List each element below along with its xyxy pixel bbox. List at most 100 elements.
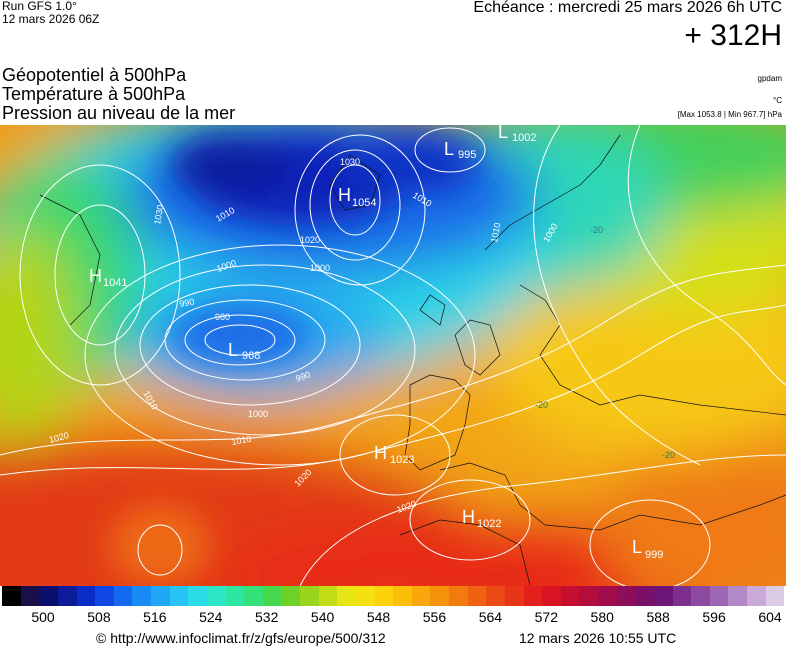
colorbar-tick-label: 604 [758, 609, 782, 625]
pressure-center-high: H 1041 [89, 266, 127, 289]
colorbar-swatch [151, 586, 170, 606]
colorbar-swatch [691, 586, 710, 606]
colorbar-swatch [300, 586, 319, 606]
colorbar-swatch [653, 586, 673, 606]
svg-text:H: H [462, 507, 475, 527]
colorbar-swatch [765, 586, 785, 606]
svg-text:999: 999 [645, 549, 663, 561]
parameter-temperature: Température à 500hPa [2, 84, 186, 104]
isobar-label: 1020 [300, 235, 320, 245]
colorbar-swatch [244, 586, 263, 606]
svg-text:H: H [374, 443, 387, 463]
colorbar-tick-label: 572 [534, 609, 558, 625]
colorbar [2, 586, 785, 606]
svg-text:1054: 1054 [352, 197, 376, 209]
colorbar-swatch [281, 586, 300, 606]
colorbar-swatch [188, 586, 207, 606]
temperature-labels: -20 -20 -20 [535, 225, 675, 460]
svg-text:1002: 1002 [512, 132, 536, 144]
generation-timestamp: 12 mars 2026 10:55 UTC [519, 630, 677, 646]
colorbar-swatch [709, 586, 729, 606]
svg-text:L: L [498, 125, 508, 142]
isobar-label: 980 [215, 312, 230, 322]
colorbar-swatch [411, 586, 431, 606]
pressure-center-high: H 1054 [338, 185, 376, 209]
copyright-url: © http://www.infoclimat.fr/z/gfs/europe/… [96, 630, 386, 646]
svg-text:995: 995 [458, 149, 476, 161]
unit-pressure-range: [Max 1053.8 | Min 967.7] hPa [677, 110, 782, 119]
isobar-label: 1000 [248, 409, 268, 419]
colorbar-tick-label: 532 [255, 609, 279, 625]
colorbar-swatch [430, 586, 449, 606]
colorbar-swatch [560, 586, 580, 606]
colorbar-tick-label: 556 [422, 609, 447, 625]
svg-text:H: H [89, 266, 102, 286]
isobars [0, 125, 786, 586]
colorbar-tick-label: 564 [478, 609, 503, 625]
run-date: 12 mars 2026 06Z [2, 12, 100, 26]
colorbar-swatch [262, 586, 282, 606]
colorbar-swatch [374, 586, 394, 606]
forecast-map[interactable]: 1030 1010 1030 1000 1010 1020 1000 990 9… [0, 125, 786, 586]
pressure-center-low: L 995 [444, 139, 476, 161]
colorbar-swatch [467, 586, 487, 606]
temperature-label: -20 [590, 225, 603, 235]
colorbar-tick-label: 580 [590, 609, 614, 625]
colorbar-tick-label: 588 [646, 609, 670, 625]
colorbar-swatch [20, 586, 40, 606]
unit-temperature: °C [773, 96, 782, 105]
colorbar-swatch [672, 586, 692, 606]
isobar-label: 990 [179, 297, 196, 309]
isobar-label: 1030 [340, 157, 360, 167]
svg-text:L: L [444, 139, 454, 159]
coastlines [39, 134, 786, 586]
colorbar-tick-label: 516 [143, 609, 167, 625]
svg-text:1022: 1022 [477, 518, 501, 530]
colorbar-swatch [504, 586, 524, 606]
svg-text:968: 968 [242, 350, 260, 362]
unit-geopotential: gpdam [757, 74, 782, 83]
isobar-label: 1010 [489, 222, 502, 243]
colorbar-swatch [635, 586, 654, 606]
colorbar-swatch [747, 586, 766, 606]
colorbar-swatch [728, 586, 747, 606]
colorbar-tick-label: 540 [310, 609, 335, 625]
pressure-centers: L 995 L 1002 H 1054 H 1041 L 968 H 1023 [89, 125, 663, 561]
colorbar-swatch [393, 586, 412, 606]
colorbar-swatch [598, 586, 617, 606]
colorbar-ticks: 500 508 516 524 532 540 548 556 564 572 580 588 596 6… [0, 609, 786, 627]
colorbar-swatch [57, 586, 77, 606]
colorbar-tick-label: 524 [199, 609, 223, 625]
forecast-hour: + 312H [684, 19, 782, 52]
svg-text:1041: 1041 [103, 277, 127, 289]
isobar-label: 990 [294, 369, 312, 384]
pressure-center-low: L 1002 [498, 125, 536, 144]
colorbar-tick-label: 548 [366, 609, 391, 625]
colorbar-tick-label: 508 [87, 609, 111, 625]
run-title: Run GFS 1.0° [2, 0, 77, 13]
svg-text:H: H [338, 185, 351, 205]
colorbar-swatch [113, 586, 133, 606]
colorbar-swatch [542, 586, 561, 606]
colorbar-swatch [76, 586, 96, 606]
colorbar-swatch [579, 586, 598, 606]
colorbar-swatch [523, 586, 543, 606]
colorbar-tick-label: 500 [31, 609, 55, 625]
colorbar-swatch [132, 586, 151, 606]
colorbar-swatch [486, 586, 505, 606]
pressure-center-low: L 968 [228, 340, 260, 362]
temperature-label: -20 [662, 450, 675, 460]
colorbar-swatch [169, 586, 189, 606]
colorbar-tick-label: 596 [702, 609, 726, 625]
svg-text:L: L [228, 340, 238, 360]
forecast-valid-time: Echéance : mercredi 25 mars 2026 6h UTC [473, 0, 782, 16]
parameter-geopotential: Géopotentiel à 500hPa [2, 65, 187, 85]
parameter-pressure: Pression au niveau de la mer [2, 103, 236, 123]
isobar-label: 1030 [152, 204, 165, 225]
isobar-label: 1000 [310, 263, 330, 273]
colorbar-swatch [2, 586, 21, 606]
colorbar-swatch [206, 586, 226, 606]
colorbar-swatch [449, 586, 468, 606]
colorbar-swatch [225, 586, 245, 606]
svg-text:L: L [632, 537, 642, 557]
